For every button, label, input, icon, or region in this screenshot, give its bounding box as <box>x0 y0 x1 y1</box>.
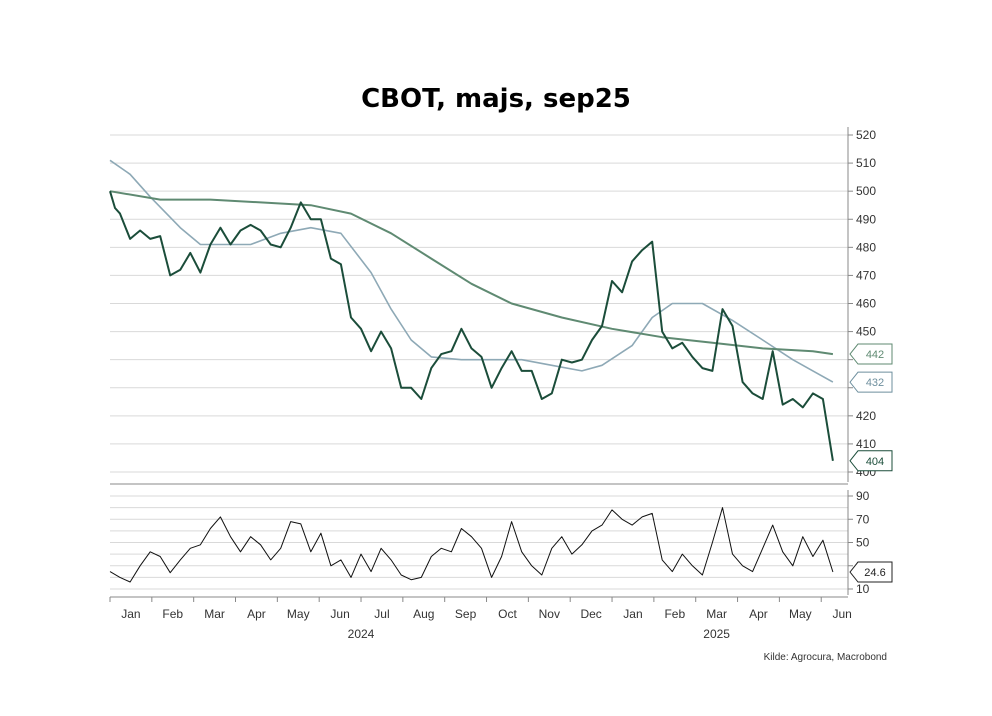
x-tick-label: Mar <box>204 607 225 621</box>
y-tick-label: 420 <box>856 409 876 423</box>
short-ma-line <box>109 159 834 383</box>
x-tick-label: Jul <box>374 607 389 621</box>
x-tick-label: May <box>287 607 310 621</box>
y-tick-label: 480 <box>856 240 876 254</box>
y-tick-label: 10 <box>856 582 870 596</box>
long-ma-value-tag: 442 <box>866 349 884 361</box>
x-tick-label: Apr <box>247 607 266 621</box>
x-tick-label: Mar <box>706 607 727 621</box>
price-value-tag-box <box>849 450 893 472</box>
y-tick-label: 470 <box>856 268 876 282</box>
y-tick-label: 490 <box>856 212 876 226</box>
x-year-label: 2025 <box>703 627 730 641</box>
y-tick-label: 520 <box>856 128 876 142</box>
x-tick-label: Jan <box>623 607 642 621</box>
x-tick-label: Sep <box>455 607 477 621</box>
y-tick-label: 90 <box>856 489 870 503</box>
oscillator-value-tag-box <box>849 561 893 583</box>
x-tick-label: Aug <box>413 607 434 621</box>
short-ma-value-tag-box <box>849 371 893 393</box>
y-tick-label: 410 <box>856 437 876 451</box>
x-tick-label: Feb <box>162 607 183 621</box>
y-tick-label: 510 <box>856 156 876 170</box>
short-ma-value-tag: 432 <box>866 377 884 389</box>
x-tick-label: Jun <box>832 607 851 621</box>
y-tick-label: 70 <box>856 512 870 526</box>
chart-title: CBOT, majs, sep25 <box>361 84 631 114</box>
oscillator-value-tag: 24.6 <box>864 567 885 579</box>
x-tick-label: Oct <box>498 607 517 621</box>
x-year-label: 2024 <box>348 627 375 641</box>
x-tick-label: Jun <box>330 607 349 621</box>
x-tick-label: Jan <box>121 607 140 621</box>
y-tick-label: 450 <box>856 325 876 339</box>
x-tick-label: Feb <box>664 607 685 621</box>
y-tick-label: 460 <box>856 297 876 311</box>
long-ma-line <box>109 190 834 356</box>
x-tick-label: Apr <box>749 607 768 621</box>
y-tick-label: 500 <box>856 184 876 198</box>
long-ma-value-tag-box <box>849 343 893 365</box>
price-value-tag: 404 <box>866 456 884 468</box>
x-tick-label: Nov <box>539 607 560 621</box>
source-note: Kilde: Agrocura, Macrobond <box>763 652 887 663</box>
x-tick-label: May <box>789 607 812 621</box>
price-line <box>109 190 834 461</box>
y-tick-label: 50 <box>856 536 870 550</box>
oscillator-line <box>109 507 834 583</box>
x-tick-label: Dec <box>580 607 601 621</box>
